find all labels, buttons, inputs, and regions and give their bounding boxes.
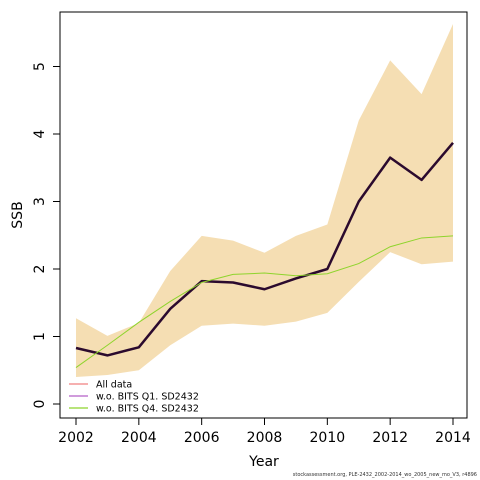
x-tick-label: 2010 <box>310 430 346 446</box>
x-tick-label: 2012 <box>372 430 408 446</box>
y-tick-label: 0 <box>32 400 48 409</box>
y-axis: 0 1 2 3 4 5 <box>32 62 61 409</box>
x-tick-label: 2008 <box>247 430 283 446</box>
y-tick-label: 4 <box>32 129 48 138</box>
y-axis-label: SSB <box>10 201 26 228</box>
x-tick-label: 2014 <box>435 430 471 446</box>
series-line-3 <box>75 235 454 368</box>
y-tick-label: 5 <box>32 62 48 71</box>
confidence-band <box>76 23 453 377</box>
legend-label: w.o. BITS Q1. SD2432 <box>96 392 199 403</box>
x-tick-label: 2002 <box>58 430 94 446</box>
series-lines <box>75 141 454 368</box>
legend-label: w.o. BITS Q4. SD2432 <box>96 404 199 415</box>
x-tick-label: 2006 <box>184 430 220 446</box>
x-axis-label: Year <box>248 454 279 470</box>
x-tick-label: 2004 <box>121 430 157 446</box>
y-tick-label: 2 <box>32 265 48 274</box>
legend-label: All data <box>96 380 132 391</box>
y-tick-label: 3 <box>32 197 48 206</box>
y-tick-label: 1 <box>32 332 48 341</box>
series-line-main-estimate <box>75 141 454 357</box>
footnote: stockassessment.org, PLE-2432_2002-2014_… <box>292 472 477 478</box>
confidence-band-area <box>76 23 453 377</box>
x-axis: 2002 2004 2006 2008 2010 2012 2014 <box>58 417 471 446</box>
